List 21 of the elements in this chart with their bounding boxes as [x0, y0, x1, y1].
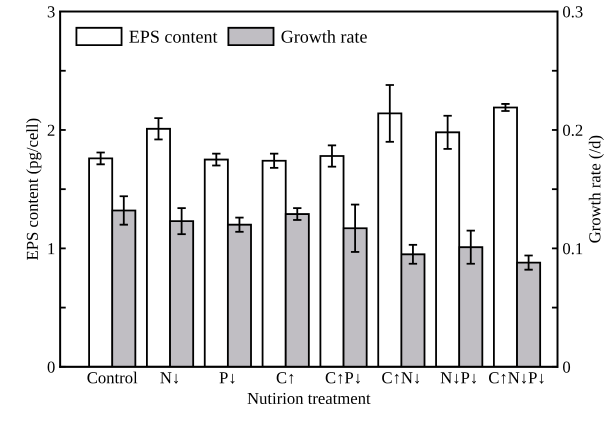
y2-tick-label: 0 [563, 361, 570, 373]
y-tick-label: 3 [48, 6, 55, 18]
x-tick-label: C↑N↓P↓ [489, 372, 544, 384]
y-tick-label: 1 [48, 243, 54, 254]
y2-tick-label: 0.3 [563, 6, 583, 18]
x-tick-label: C↑N↓ [382, 372, 420, 384]
y2-tick-label: 0.1 [563, 243, 582, 254]
x-axis-title: Nutirion treatment [248, 392, 371, 404]
x-tick-label: Control [87, 372, 138, 384]
legend-label: Growth rate [281, 30, 367, 43]
x-tick-label: N↓P↓ [440, 372, 476, 384]
x-tick-label: C↑ [276, 372, 294, 384]
y-axis-title: EPS content (pg/cell) [26, 118, 42, 260]
x-tick-label: N↓ [160, 372, 178, 384]
x-tick-label: P↓ [220, 372, 234, 384]
legend-label: EPS content [129, 30, 218, 43]
x-tick-label: C↑P↓ [326, 372, 360, 384]
y2-axis-title: Growth rate (/d) [588, 136, 604, 243]
y-tick-label: 0 [48, 361, 55, 373]
y2-tick-label: 0.2 [563, 124, 582, 136]
y-tick-label: 2 [48, 124, 54, 136]
